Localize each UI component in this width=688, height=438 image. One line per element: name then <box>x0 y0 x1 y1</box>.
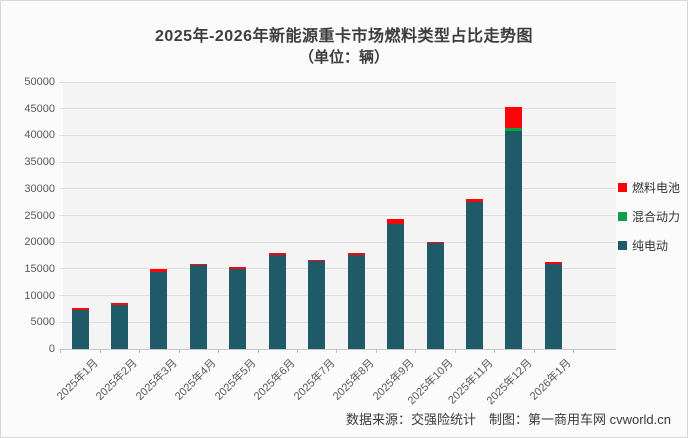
axis-tick <box>99 349 101 353</box>
y-tick-label: 25000 <box>24 209 55 222</box>
bar-2025年12月 <box>505 82 523 349</box>
axis-tick <box>533 349 535 353</box>
y-tick-label: 30000 <box>24 182 55 195</box>
segment-燃料电池 <box>466 198 483 203</box>
gridline-20000 <box>59 241 616 243</box>
segment-燃料电池 <box>387 219 405 224</box>
segment-纯电动 <box>308 261 326 349</box>
chart-title: 2025年-2026年新能源重卡市场燃料类型占比走势图 <box>154 28 534 45</box>
x-axis-line <box>59 349 616 350</box>
legend-label: 混合动力 <box>632 210 681 224</box>
chart-subtitle-unit: （单位：辆） <box>298 49 389 66</box>
plot-area <box>59 81 616 350</box>
gridline-40000 <box>59 134 616 136</box>
y-tick-label: 40000 <box>24 129 55 142</box>
segment-纯电动 <box>189 265 207 349</box>
segment-燃料电池 <box>347 253 365 256</box>
bar-2025年8月 <box>347 82 365 349</box>
segment-纯电动 <box>268 255 286 349</box>
y-tick-label: 15000 <box>24 262 55 275</box>
segment-纯电动 <box>229 268 247 349</box>
segment-燃料电池 <box>544 261 562 264</box>
bar-2025年6月 <box>268 82 286 349</box>
legend-item-混合动力: 混合动力 <box>618 208 680 225</box>
axis-tick <box>375 349 377 353</box>
segment-燃料电池 <box>268 252 286 256</box>
legend-label: 纯电动 <box>632 239 669 253</box>
axis-tick <box>218 349 220 353</box>
axis-tick <box>336 349 338 353</box>
bar-2026年1月 <box>544 82 562 349</box>
segment-混合动力 <box>505 128 523 131</box>
legend-item-燃料电池: 燃料电池 <box>618 179 680 196</box>
bar-2025年5月 <box>229 82 247 349</box>
legend-item-纯电动: 纯电动 <box>618 237 680 254</box>
bar-2025年2月 <box>110 82 128 349</box>
gridline-10000 <box>59 295 616 297</box>
segment-纯电动 <box>387 223 405 349</box>
bar-2025年1月 <box>71 82 89 349</box>
legend-swatch-icon <box>618 241 627 250</box>
bar-2025年10月 <box>426 82 444 349</box>
segment-燃料电池 <box>110 303 128 305</box>
bar-2025年4月 <box>189 82 207 349</box>
bar-2025年7月 <box>308 82 326 349</box>
y-tick-label: 35000 <box>24 156 55 169</box>
segment-纯电动 <box>110 304 128 349</box>
segment-燃料电池 <box>426 241 444 244</box>
bar-2025年9月 <box>387 82 405 349</box>
gridline-5000 <box>59 321 616 323</box>
segment-燃料电池 <box>505 107 523 129</box>
segment-纯电动 <box>150 272 168 349</box>
segment-纯电动 <box>466 202 483 349</box>
legend: 燃料电池混合动力纯电动 <box>618 179 680 266</box>
segment-燃料电池 <box>229 267 247 269</box>
segment-纯电动 <box>426 243 444 349</box>
y-tick-label: 5000 <box>30 316 55 329</box>
gridline-50000 <box>59 81 616 83</box>
gridline-25000 <box>59 215 616 216</box>
y-tick-label: 20000 <box>24 236 55 249</box>
segment-燃料电池 <box>71 308 89 311</box>
y-tick-label: 10000 <box>24 289 55 302</box>
segment-纯电动 <box>347 255 365 349</box>
axis-tick <box>60 349 62 353</box>
gridline-35000 <box>59 161 616 163</box>
axis-tick <box>415 349 417 353</box>
segment-燃料电池 <box>150 268 168 273</box>
segment-纯电动 <box>505 130 523 349</box>
y-tick-label: 0 <box>48 343 55 355</box>
gridline-30000 <box>59 188 616 190</box>
source-note: 数据来源：交强险统计 制图：第一商用车网 cvworld.cn <box>345 412 671 427</box>
axis-tick <box>178 349 180 353</box>
y-tick-label: 50000 <box>24 76 55 88</box>
y-tick-label: 45000 <box>24 102 55 115</box>
gridline-45000 <box>59 108 616 110</box>
segment-燃料电池 <box>189 263 207 266</box>
axis-tick <box>494 349 496 353</box>
bar-2025年11月 <box>466 82 483 349</box>
legend-swatch-icon <box>618 183 627 192</box>
legend-label: 燃料电池 <box>632 181 681 195</box>
segment-纯电动 <box>71 310 89 349</box>
segment-燃料电池 <box>308 259 326 262</box>
segment-纯电动 <box>544 263 562 349</box>
legend-swatch-icon <box>618 212 627 221</box>
bar-2025年3月 <box>150 82 168 349</box>
axis-tick <box>573 349 575 353</box>
axis-tick <box>139 349 141 353</box>
axis-tick <box>257 349 259 353</box>
axis-tick <box>296 349 298 353</box>
axis-tick <box>454 349 456 353</box>
gridline-15000 <box>59 268 616 270</box>
